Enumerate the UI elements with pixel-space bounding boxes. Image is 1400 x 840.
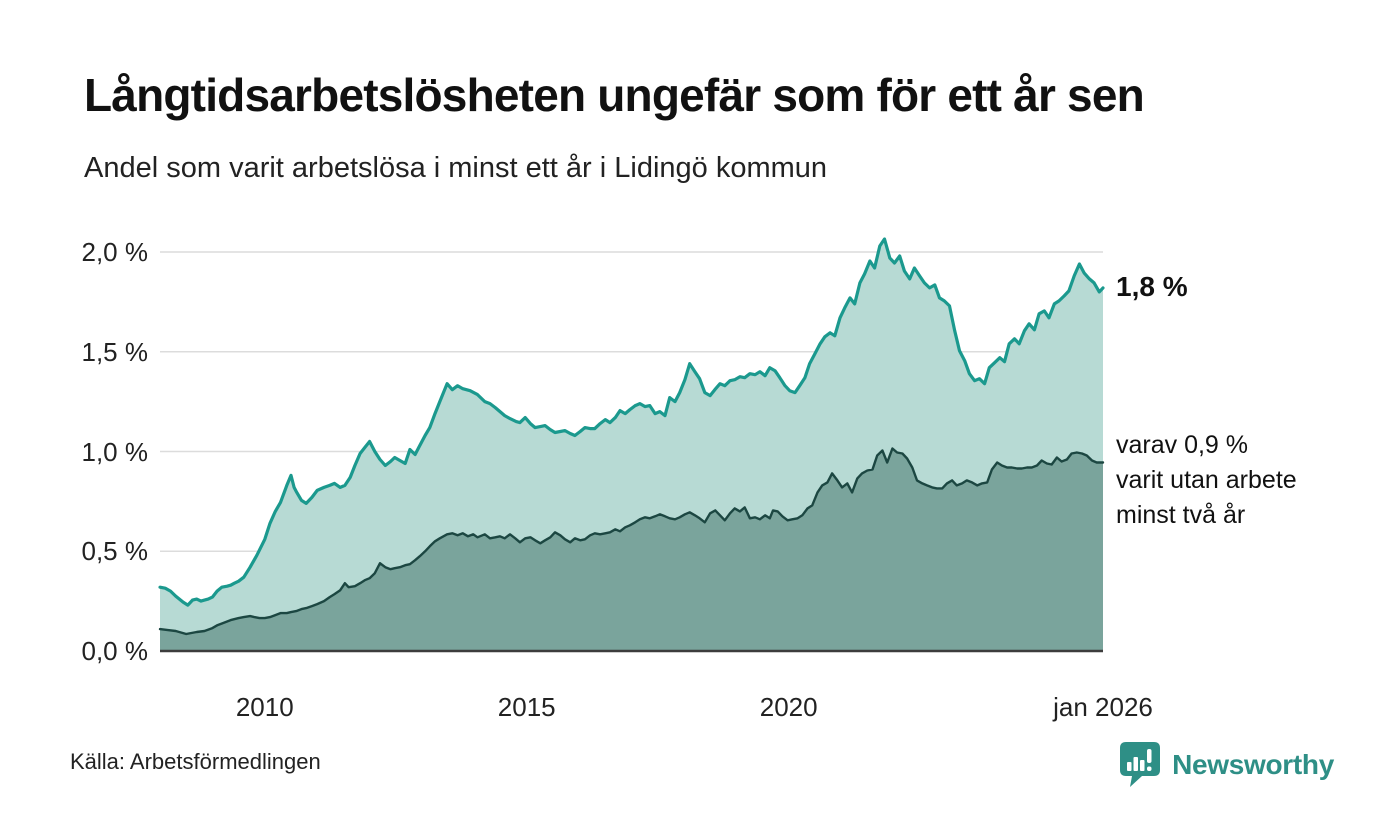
newsworthy-wordmark: Newsworthy <box>1172 749 1334 780</box>
newsworthy-logo-icon <box>1120 742 1161 787</box>
y-tick-label: 1,0 % <box>81 436 149 467</box>
series-two-year-line <box>158 447 1105 636</box>
newsworthy-logo: Newsworthy <box>1118 740 1334 790</box>
y-tick-label: 1,5 % <box>81 336 149 367</box>
x-tick-label: 2020 <box>759 692 818 722</box>
source-note: Källa: Arbetsförmedlingen <box>70 749 321 774</box>
y-tick-label: 2,0 % <box>81 237 149 267</box>
page-title: Långtidsarbetslösheten ungefär som för e… <box>84 69 1145 121</box>
page-subtitle: Andel som varit arbetslösa i minst ett å… <box>84 152 828 184</box>
annotation-latest-total: 1,8 % <box>1116 271 1188 302</box>
annotation-two-year: varav 0,9 % varit utan arbete minst två … <box>1116 428 1297 533</box>
series-two-year-area <box>160 448 1103 651</box>
annotation-two-year-line3: minst två år <box>1116 501 1246 529</box>
x-tick-label: 2015 <box>497 692 556 722</box>
series-one-year-line <box>158 237 1105 607</box>
x-tick-label: jan 2026 <box>1053 692 1153 722</box>
y-tick-label: 0,5 % <box>81 536 149 567</box>
x-tick-label: 2010 <box>235 692 294 722</box>
annotation-two-year-line1: varav 0,9 % <box>1116 431 1249 459</box>
y-tick-label: 0,0 % <box>81 636 149 666</box>
annotation-two-year-line2: varit utan arbete <box>1116 466 1297 494</box>
